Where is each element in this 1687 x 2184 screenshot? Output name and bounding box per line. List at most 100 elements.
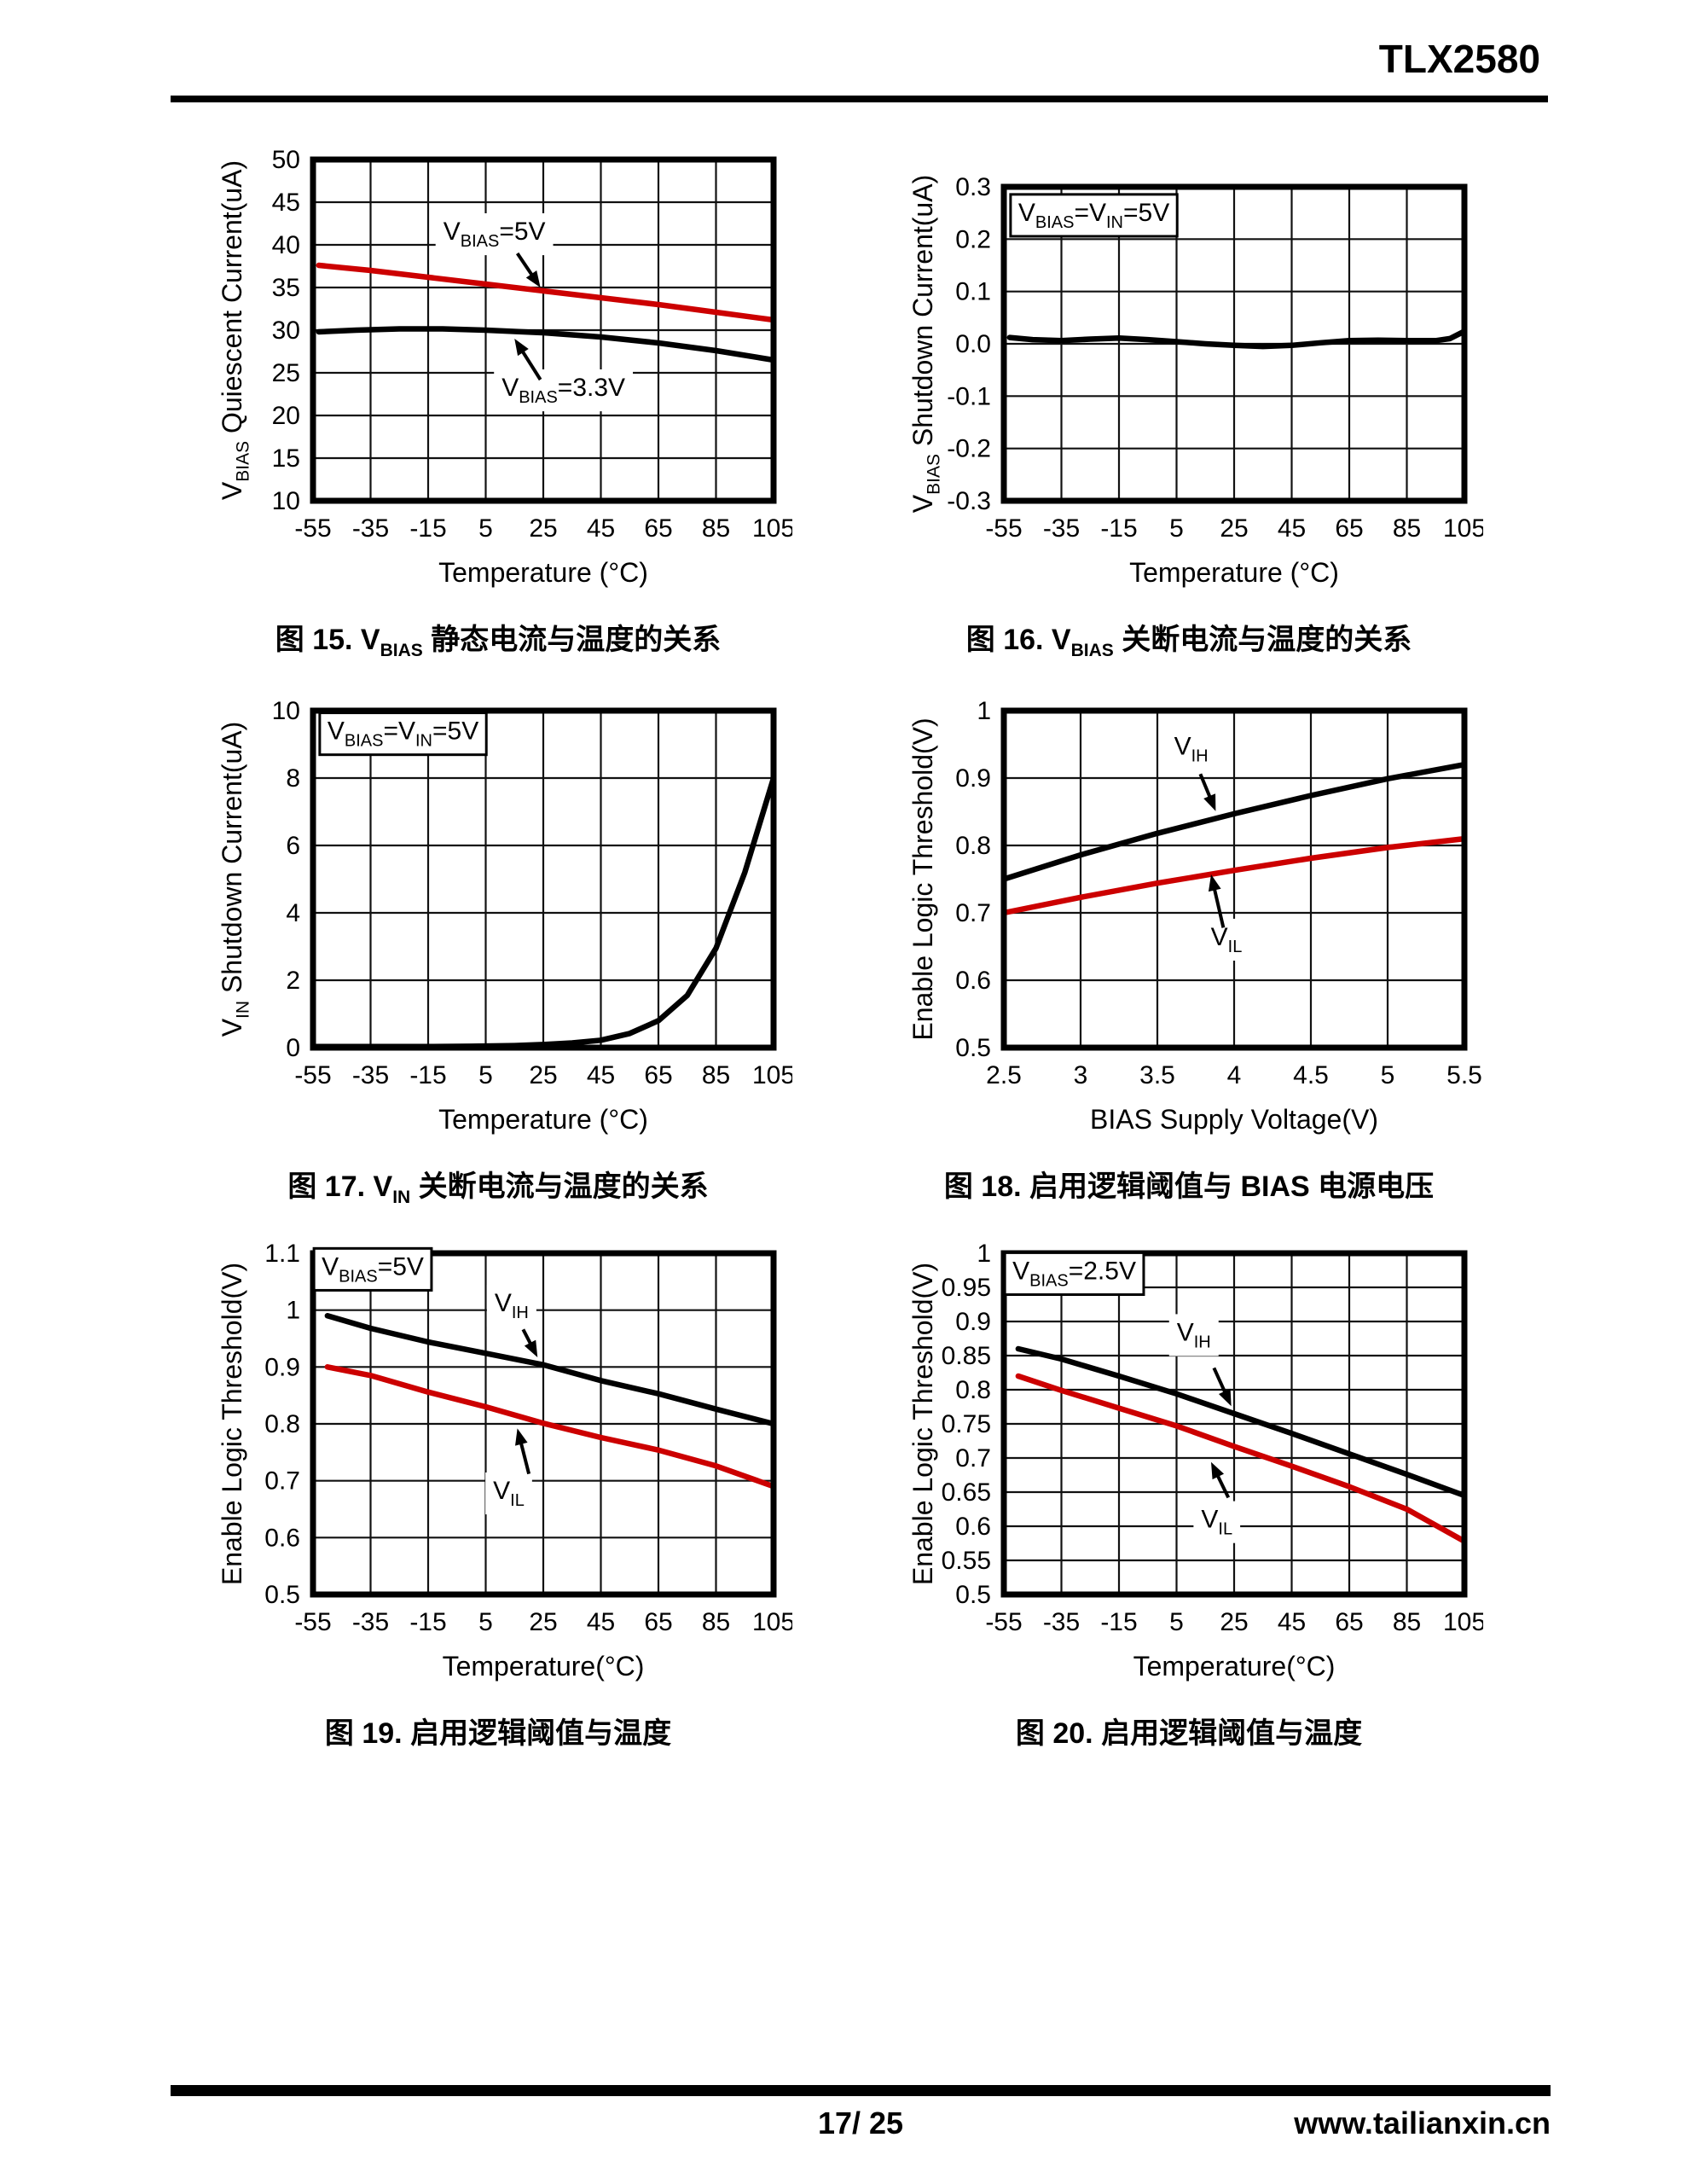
svg-text:-0.2: -0.2 — [947, 435, 991, 463]
figure-20-caption: 图 20. 启用逻辑阈值与温度 — [1015, 1716, 1363, 1750]
x-axis-title: Temperature(°C) — [443, 1651, 645, 1682]
svg-text:65: 65 — [644, 514, 672, 543]
svg-text:0.8: 0.8 — [955, 1376, 991, 1404]
svg-text:-55: -55 — [294, 514, 331, 543]
svg-text:105: 105 — [1443, 514, 1483, 543]
x-axis-title: Temperature (°C) — [1129, 557, 1339, 588]
svg-text:85: 85 — [702, 1061, 730, 1089]
plot-border — [1000, 1250, 1468, 1598]
tick-labels: -55 -35 -15 5 25 45 65 85 105 0 2 4 6 8 10 — [272, 697, 792, 1089]
y-axis-title: VBIAS Quiescent Current(uA) — [217, 160, 253, 500]
plot-border — [310, 1250, 777, 1598]
svg-text:25: 25 — [272, 359, 300, 387]
svg-text:1.1: 1.1 — [264, 1240, 300, 1268]
svg-text:85: 85 — [702, 1608, 730, 1636]
svg-text:45: 45 — [587, 1061, 615, 1089]
y-axis-title: Enable Logic Threshold(V) — [907, 717, 938, 1040]
svg-text:4: 4 — [1227, 1061, 1242, 1089]
plot-border — [310, 707, 777, 1051]
figure-20: -55 -35 -15 5 25 45 65 85 105 0.5 0.55 0.6 0.65 0.7 0.… — [895, 1232, 1483, 1751]
svg-text:45: 45 — [587, 514, 615, 543]
svg-text:0.7: 0.7 — [955, 1444, 991, 1472]
y-axis-title: Enable Logic Threshold(V) — [907, 1262, 938, 1584]
figure-15-caption: 图 15. VBIAS 静态电流与温度的关系 — [275, 624, 722, 660]
page-footer: 17/ 25 www.tailianxin.cn — [171, 2106, 1551, 2145]
svg-text:5: 5 — [1169, 1608, 1184, 1636]
annotation-vbias-vin-5v: VBIAS=VIN=5V — [1009, 193, 1179, 238]
svg-text:0.5: 0.5 — [264, 1581, 300, 1609]
svg-text:0.8: 0.8 — [955, 832, 991, 860]
svg-text:105: 105 — [752, 514, 792, 543]
annotation-vih: VIH — [486, 1284, 538, 1357]
series — [324, 1312, 777, 1490]
svg-text:45: 45 — [1278, 514, 1306, 543]
svg-text:-35: -35 — [352, 1061, 389, 1089]
svg-text:-35: -35 — [352, 514, 389, 543]
svg-text:-55: -55 — [985, 1608, 1022, 1636]
svg-text:5: 5 — [478, 514, 493, 543]
svg-text:VIH: VIH — [1177, 1318, 1211, 1351]
figure-15: -55 -35 -15 5 25 45 65 85 105 10 15 20 25 30 35 40 45 50 T… — [204, 138, 792, 661]
svg-text:-0.3: -0.3 — [947, 487, 991, 515]
svg-text:105: 105 — [752, 1061, 792, 1089]
svg-text:0.55: 0.55 — [942, 1547, 991, 1575]
plot-border — [310, 156, 777, 504]
figure-16-caption: 图 16. VBIAS 关断电流与温度的关系 — [965, 624, 1412, 660]
y-axis-title: VBIAS Shutdown Current(uA) — [907, 175, 944, 513]
svg-text:0.6: 0.6 — [264, 1524, 300, 1552]
svg-text:35: 35 — [272, 274, 300, 302]
svg-text:1: 1 — [286, 1296, 300, 1324]
svg-text:VBIAS=3.3V: VBIAS=3.3V — [501, 374, 625, 407]
svg-text:10: 10 — [272, 487, 300, 515]
svg-text:0.5: 0.5 — [955, 1034, 991, 1062]
svg-text:85: 85 — [1393, 514, 1421, 543]
svg-text:40: 40 — [272, 231, 300, 259]
svg-text:0.0: 0.0 — [955, 330, 991, 358]
x-axis-title: Temperature (°C) — [438, 1104, 648, 1135]
series — [1006, 328, 1468, 350]
x-axis-title: Temperature (°C) — [438, 557, 648, 588]
chart-vbias-quiescent-current: -55 -35 -15 5 25 45 65 85 105 10 15 20 25 30 35 40 45 50 T… — [217, 146, 792, 588]
svg-text:4: 4 — [286, 899, 300, 927]
svg-text:105: 105 — [1443, 1608, 1483, 1636]
svg-text:-55: -55 — [294, 1608, 331, 1636]
charts-grid: -55 -35 -15 5 25 45 65 85 105 10 15 20 25 30 35 40 45 50 T… — [0, 138, 1687, 1775]
tick-labels: -55 -35 -15 5 25 45 65 85 105 0.5 0.55 0.6 0.65 0.7 0.… — [942, 1240, 1483, 1636]
gridlines — [311, 709, 775, 1048]
y-axis-title: Enable Logic Threshold(V) — [217, 1262, 247, 1584]
plot-border — [1000, 707, 1468, 1051]
svg-text:30: 30 — [272, 317, 300, 345]
svg-text:0.8: 0.8 — [264, 1410, 300, 1438]
svg-text:VBIAS=5V: VBIAS=5V — [322, 1252, 424, 1286]
svg-text:VIH: VIH — [1174, 732, 1209, 765]
svg-text:1: 1 — [977, 697, 991, 725]
svg-text:0.9: 0.9 — [264, 1353, 300, 1381]
svg-text:5: 5 — [478, 1061, 493, 1089]
annotation-vih: VIH — [1166, 728, 1216, 811]
svg-text:25: 25 — [529, 1608, 557, 1636]
series — [1000, 761, 1468, 916]
annotation-vil: VIL — [1193, 1461, 1241, 1543]
svg-text:0.7: 0.7 — [264, 1467, 300, 1495]
svg-text:0.6: 0.6 — [955, 1513, 991, 1541]
figure-17-caption: 图 17. VIN 关断电流与温度的关系 — [287, 1170, 709, 1207]
svg-text:20: 20 — [272, 402, 300, 430]
svg-text:25: 25 — [1220, 1608, 1248, 1636]
svg-text:-35: -35 — [1043, 514, 1080, 543]
svg-text:85: 85 — [1393, 1608, 1421, 1636]
page-number: 17/ 25 — [817, 2106, 904, 2140]
svg-text:85: 85 — [702, 514, 730, 543]
svg-text:15: 15 — [272, 444, 300, 473]
figure-17: -55 -35 -15 5 25 45 65 85 105 0 2 4 6 8 10 Temperature … — [204, 685, 792, 1208]
gridlines — [1002, 1252, 1466, 1595]
annotation-vbias-5v: VBIAS=5V — [312, 1246, 433, 1292]
series — [316, 262, 777, 363]
tick-labels: 2.5 3 3.5 4 4.5 5 5.5 0.5 0.6 0.7 0.8 0.9 1 — [955, 697, 1482, 1089]
svg-text:65: 65 — [1335, 1608, 1363, 1636]
svg-text:25: 25 — [529, 1061, 557, 1089]
annotation-vbias-3-3v: VBIAS=3.3V — [494, 339, 634, 412]
x-axis-title: BIAS Supply Voltage(V) — [1090, 1104, 1378, 1135]
svg-text:0: 0 — [286, 1034, 300, 1062]
svg-text:0.9: 0.9 — [955, 1308, 991, 1336]
svg-text:0.65: 0.65 — [942, 1478, 991, 1507]
